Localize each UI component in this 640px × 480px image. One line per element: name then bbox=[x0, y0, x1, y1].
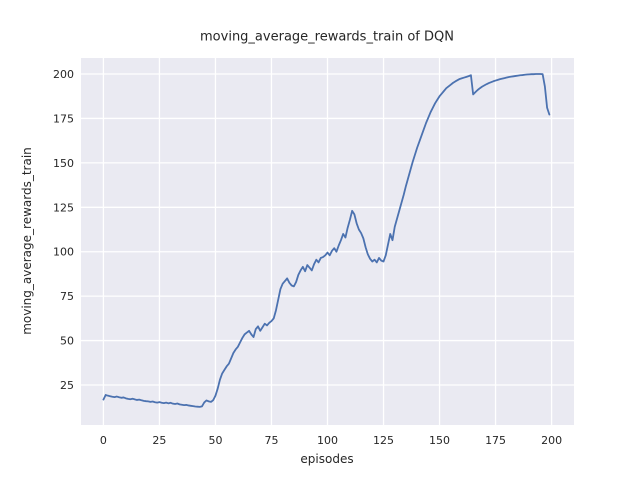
y-tick-label: 50 bbox=[60, 335, 74, 348]
chart-title: moving_average_rewards_train of DQN bbox=[200, 29, 454, 45]
y-tick-label: 150 bbox=[53, 157, 74, 170]
y-tick-label: 200 bbox=[53, 68, 74, 81]
x-tick-label: 200 bbox=[541, 434, 562, 447]
x-tick-label: 50 bbox=[208, 434, 222, 447]
x-tick-label: 175 bbox=[485, 434, 506, 447]
x-tick-label: 100 bbox=[317, 434, 338, 447]
x-tick-label: 25 bbox=[152, 434, 166, 447]
x-axis-label: episodes bbox=[300, 452, 354, 466]
y-tick-label: 75 bbox=[60, 290, 74, 303]
x-tick-label: 75 bbox=[264, 434, 278, 447]
y-tick-label: 175 bbox=[53, 112, 74, 125]
x-tick-label: 0 bbox=[100, 434, 107, 447]
line-series bbox=[102, 73, 551, 408]
y-tick-label: 100 bbox=[53, 246, 74, 259]
y-axis-label: moving_average_rewards_train bbox=[20, 147, 34, 335]
y-tick-label: 125 bbox=[53, 201, 74, 214]
y-tick-label: 25 bbox=[60, 379, 74, 392]
x-tick-label: 150 bbox=[429, 434, 450, 447]
x-tick-label: 125 bbox=[373, 434, 394, 447]
